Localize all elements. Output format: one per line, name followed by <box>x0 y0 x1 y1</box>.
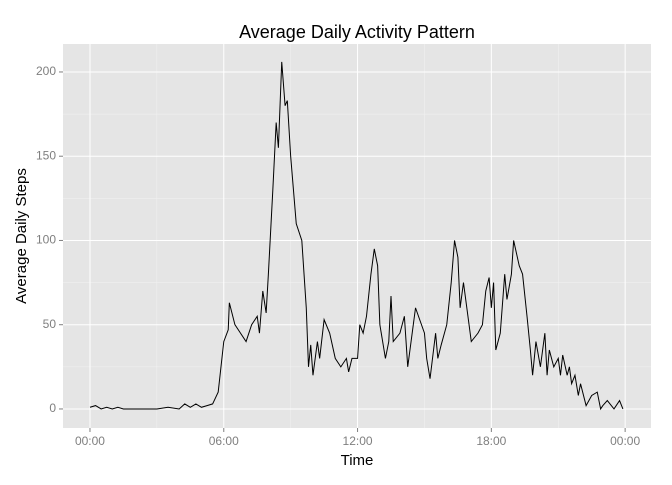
data-line <box>89 61 624 411</box>
x-tick-label: 06:00 <box>209 434 239 448</box>
panel <box>63 44 651 428</box>
x-axis-title: Time <box>341 452 374 469</box>
y-axis-title: Average Daily Steps <box>13 168 30 304</box>
x-tick-label: 00:00 <box>75 434 105 448</box>
y-tick-label: 50 <box>43 317 57 331</box>
chart-title: Average Daily Activity Pattern <box>239 22 475 42</box>
y-tick-label: 0 <box>49 401 56 415</box>
x-tick-label: 12:00 <box>343 434 373 448</box>
x-tick-label: 18:00 <box>476 434 506 448</box>
y-tick-label: 150 <box>36 148 56 162</box>
x-tick-label: 00:00 <box>610 434 640 448</box>
y-tick-label: 100 <box>36 233 56 247</box>
y-tick-label: 200 <box>36 64 56 78</box>
